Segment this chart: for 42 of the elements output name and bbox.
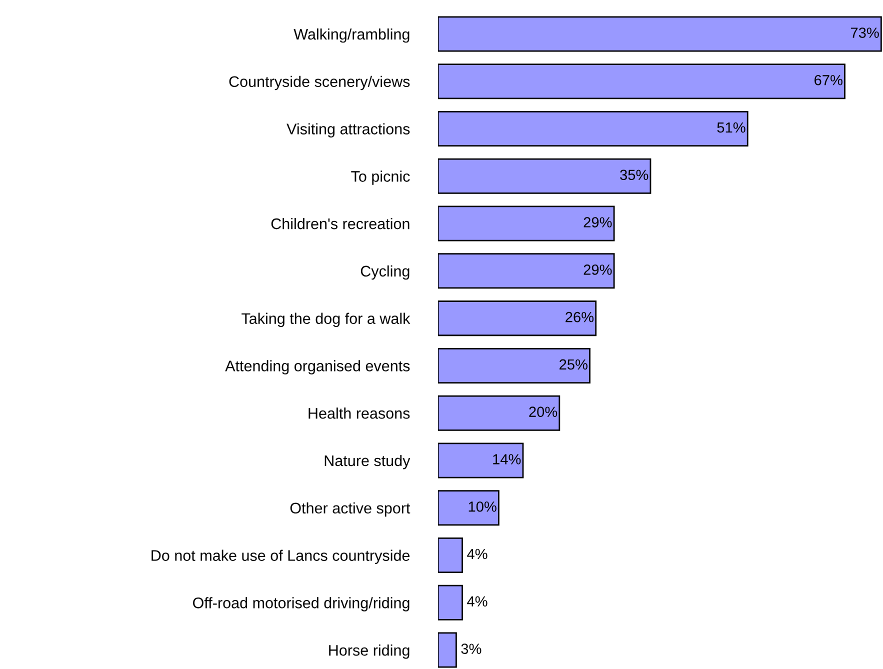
y-tick-label: Do not make use of Lancs countryside [152, 550, 410, 564]
y-tick-label: Walking/rambling [294, 28, 410, 43]
data-label: 29% [584, 217, 612, 228]
data-label: 14% [493, 454, 521, 464]
bar [438, 490, 500, 526]
y-tick-label: Taking the dog for a walk [242, 312, 410, 328]
y-tick-label: Nature study [324, 454, 410, 470]
bar [438, 442, 524, 478]
bar [438, 16, 882, 52]
bar [438, 111, 748, 147]
data-label: 4% [467, 548, 488, 560]
y-tick-label: Off-road motorised driving/riding [193, 597, 410, 612]
y-tick-label: Visiting attractions [286, 123, 410, 138]
data-label: 10% [468, 501, 496, 512]
data-label: 26% [566, 312, 594, 322]
bar [438, 538, 463, 574]
bar [438, 584, 463, 620]
y-tick-label: Attending organised events [225, 360, 410, 374]
bar [438, 158, 652, 194]
y-tick-label: Children's recreation [271, 218, 410, 230]
y-tick-label: Health reasons [308, 408, 410, 419]
data-label: 67% [814, 74, 842, 86]
y-tick-label: To picnic [351, 170, 410, 185]
data-label: 35% [620, 170, 648, 180]
data-label: 73% [850, 28, 879, 38]
y-tick-label: Countryside scenery/views [229, 76, 410, 90]
data-label: 20% [529, 406, 558, 418]
bar [438, 64, 846, 100]
y-tick-label: Cycling [360, 265, 410, 280]
data-label: 4% [467, 596, 488, 607]
bar [438, 632, 457, 668]
bar [438, 300, 597, 336]
y-tick-label: Horse riding [329, 644, 410, 659]
data-label: 25% [560, 359, 588, 370]
bar [438, 348, 590, 384]
bar [438, 206, 615, 242]
y-tick-label: Other active sport [290, 502, 410, 517]
data-label: 29% [584, 264, 612, 275]
data-label: 51% [717, 122, 746, 133]
bar [438, 253, 615, 289]
bar [438, 395, 560, 431]
data-label: 3% [461, 644, 482, 654]
